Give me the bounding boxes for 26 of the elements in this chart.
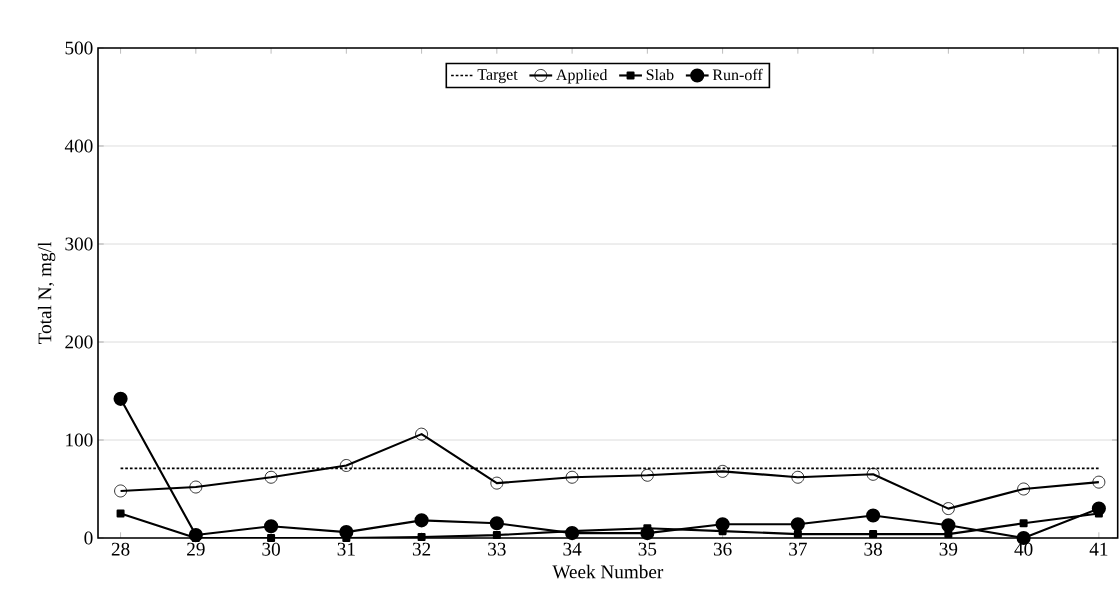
x-tick-label: 28 [111, 542, 130, 556]
x-tick-label: 31 [337, 542, 355, 556]
x-tick-label: 35 [638, 542, 657, 556]
x-tick-label: 32 [412, 542, 431, 556]
y-axis-title: Total N, mg/l [37, 242, 56, 344]
x-tick-label: 30 [262, 542, 280, 556]
x-tick-label: 29 [187, 542, 205, 556]
legend-label: Run-off [712, 68, 763, 81]
x-tick-label: 36 [713, 542, 732, 556]
y-tick-label: 500 [65, 41, 93, 55]
y-tick-label: 300 [65, 237, 93, 251]
y-tick-label: 100 [66, 433, 93, 447]
y-tick-label: 400 [64, 139, 93, 153]
x-tick-label: 41 [1089, 542, 1108, 556]
x-axis-title: Week Number [552, 564, 664, 579]
legend-label: Slab [646, 68, 674, 81]
x-tick-label: 37 [789, 542, 807, 556]
x-tick-label: 34 [563, 542, 582, 556]
legend-label: Target [477, 69, 518, 84]
x-tick-label: 33 [488, 542, 506, 556]
x-tick-label: 40 [1014, 542, 1033, 556]
y-tick-label: 0 [84, 531, 93, 545]
y-tick-label: 200 [65, 335, 93, 349]
x-tick-label: 39 [939, 542, 958, 556]
legend-label: Applied [556, 68, 608, 84]
x-tick-label: 38 [864, 542, 882, 556]
